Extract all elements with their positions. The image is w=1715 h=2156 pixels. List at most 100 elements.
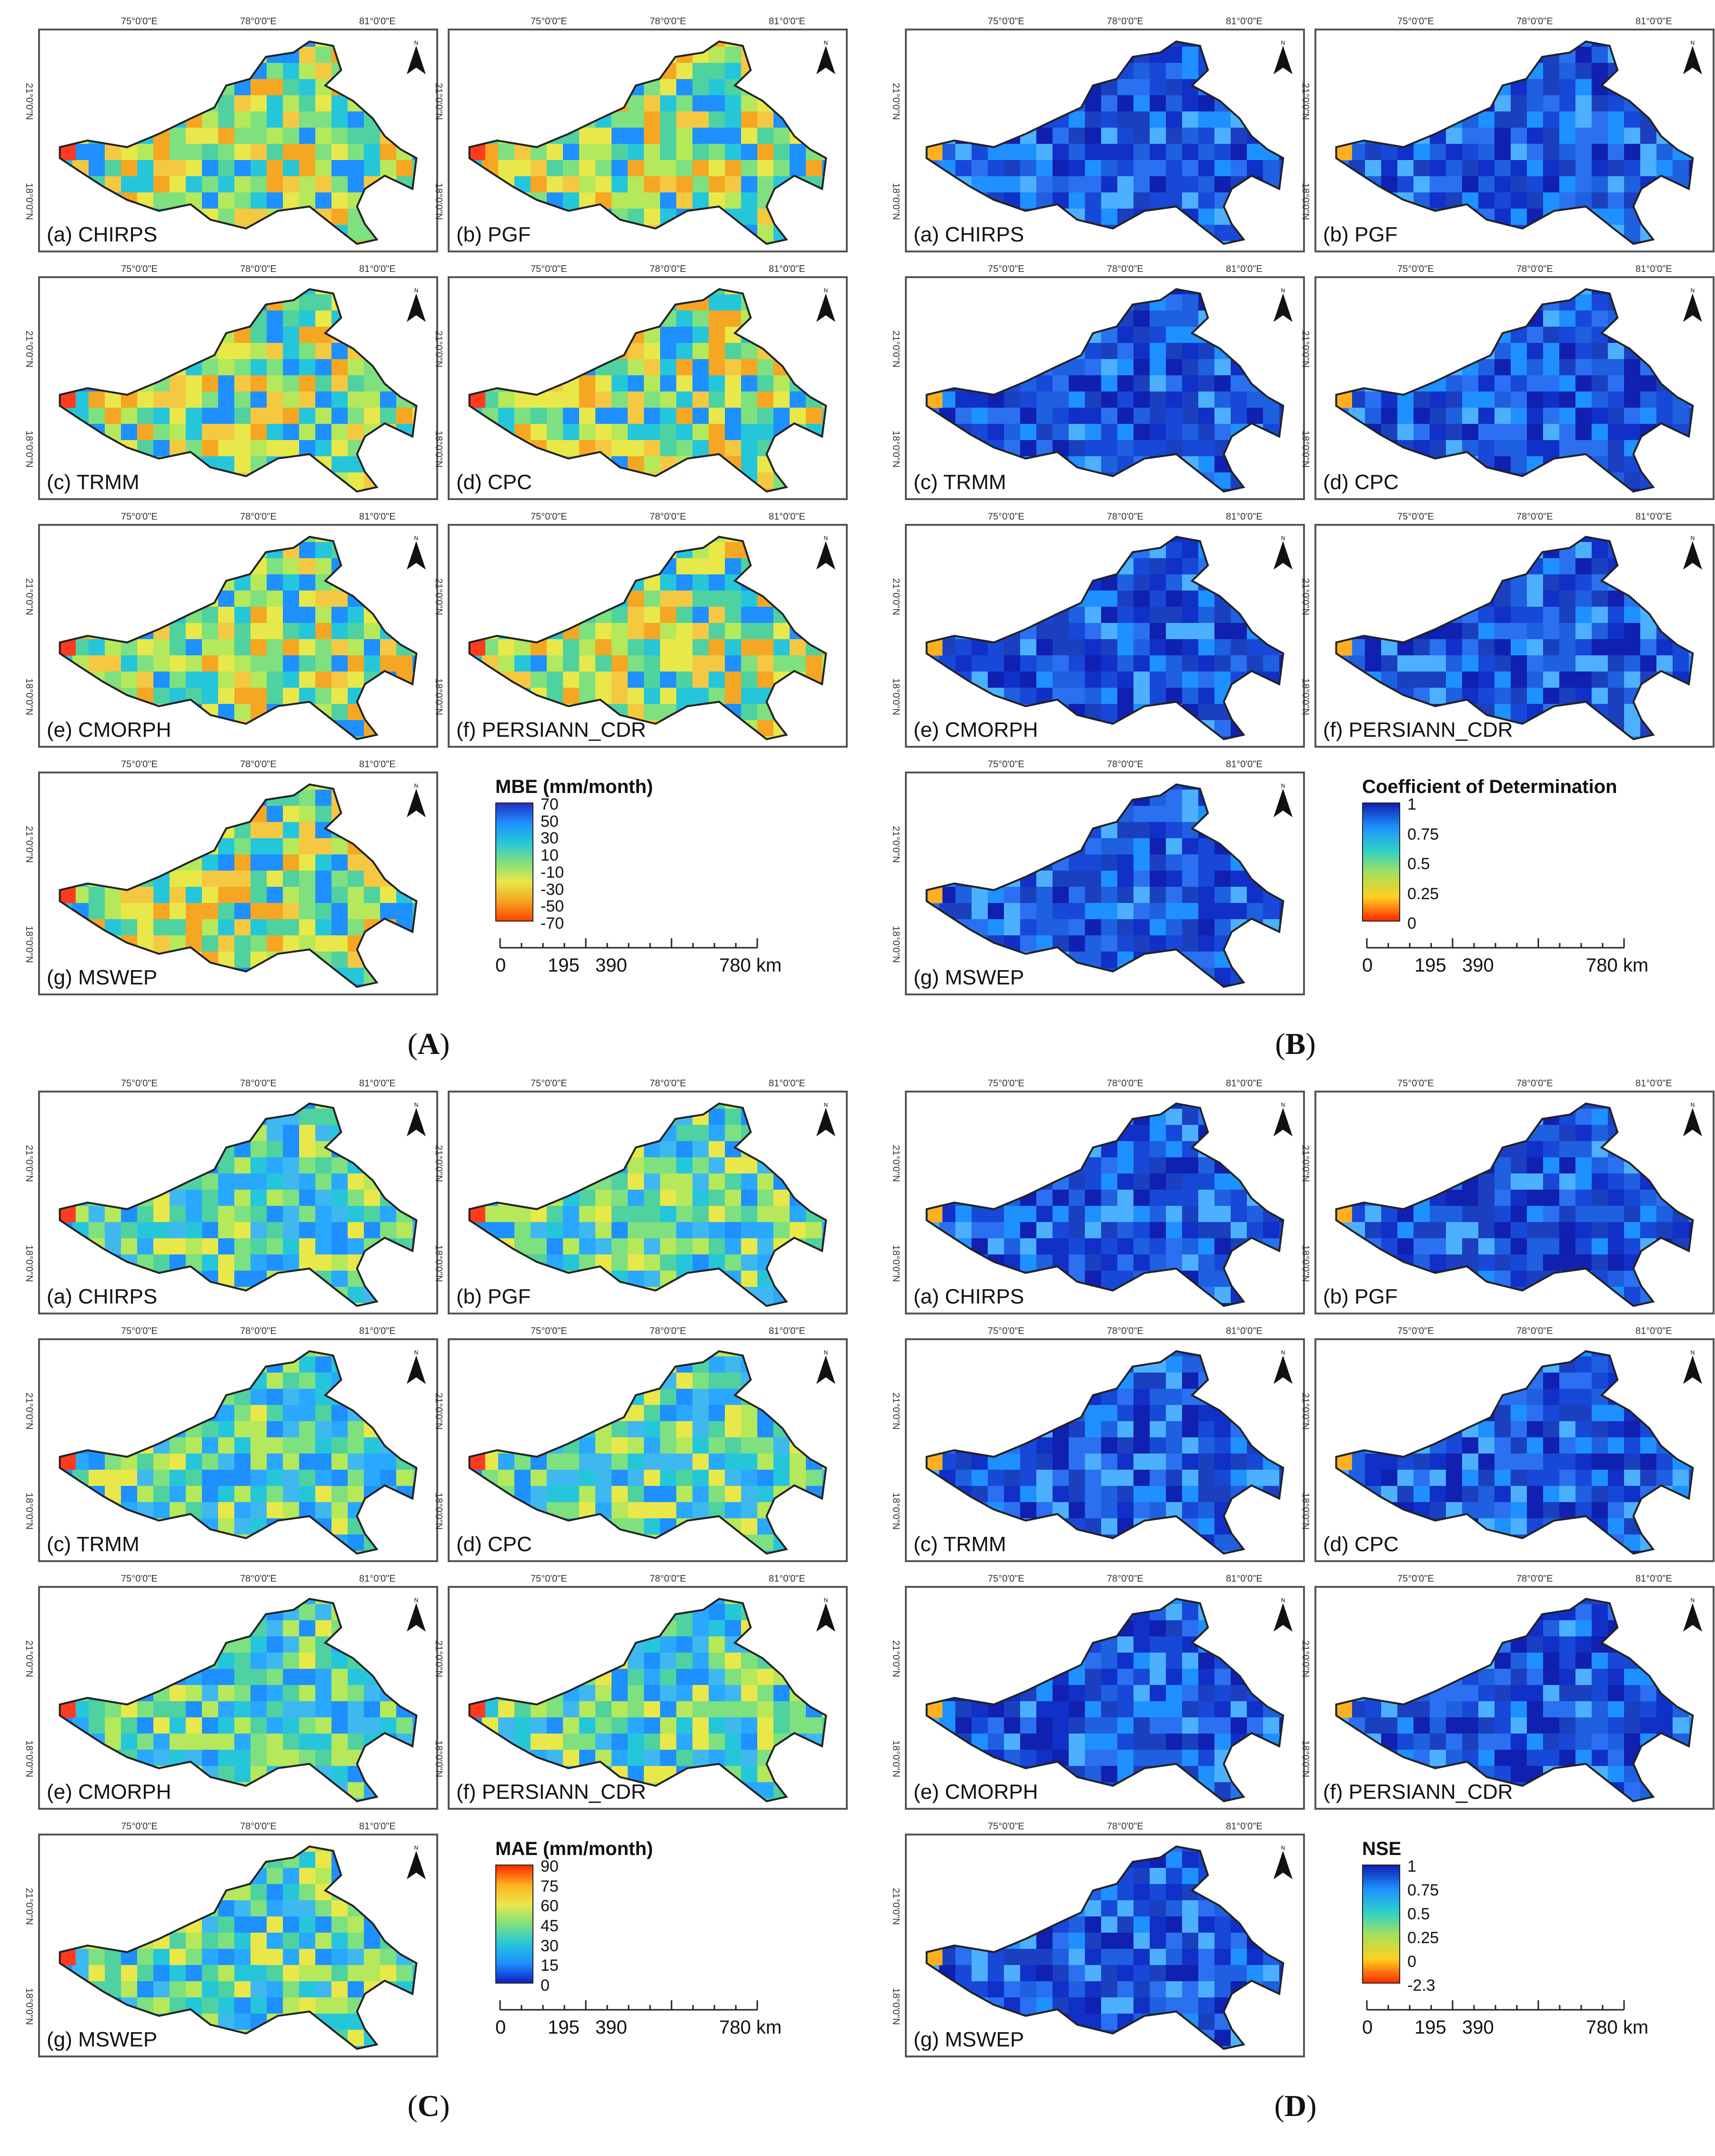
- lon-tick-label: 81°0'0"E: [1635, 1326, 1672, 1336]
- map-title: (g) MSWEP: [47, 2028, 158, 2051]
- north-letter: N: [1281, 535, 1285, 542]
- basin-map: [59, 535, 418, 741]
- lon-tick-label: 81°0'0"E: [1635, 1574, 1672, 1584]
- basin-map: [59, 1845, 418, 2050]
- north-arrow-icon: N: [1274, 1845, 1293, 1879]
- map-frame: 75°0'0"E 78°0'0"E 81°0'0"E 21°0'0"N 18°0'0"N…: [1300, 511, 1715, 748]
- north-letter: N: [1691, 40, 1695, 46]
- lat-tick-label: 18°0'0"N: [891, 183, 901, 220]
- north-arrow-icon: N: [1274, 1102, 1293, 1136]
- lon-tick-label: 75°0'0"E: [531, 1078, 567, 1089]
- map-frame: 75°0'0"E 78°0'0"E 81°0'0"E 21°0'0"N 18°0'0"N…: [891, 1574, 1305, 1810]
- lon-tick-label: 78°0'0"E: [1516, 1326, 1553, 1336]
- map-frame: 75°0'0"E 78°0'0"E 81°0'0"E 21°0'0"N 18°0'0"N…: [24, 511, 438, 748]
- lat-tick-label: 21°0'0"N: [24, 1888, 34, 1925]
- map-title: (g) MSWEP: [913, 2028, 1024, 2051]
- lon-tick-label: 75°0'0"E: [121, 511, 158, 522]
- map-title: (c) TRMM: [47, 471, 140, 494]
- basin-map: [468, 535, 827, 741]
- lat-tick-label: 21°0'0"N: [24, 331, 34, 368]
- lon-tick-label: 81°0'0"E: [1635, 1078, 1672, 1089]
- basin-map: [1335, 535, 1694, 741]
- lon-tick-label: 78°0'0"E: [650, 1326, 686, 1336]
- lon-tick-label: 81°0'0"E: [1226, 16, 1263, 27]
- lat-tick-label: 18°0'0"N: [891, 678, 901, 715]
- north-letter: N: [824, 535, 828, 542]
- map-frame: 75°0'0"E 78°0'0"E 81°0'0"E 21°0'0"N 18°0'0"N…: [891, 1078, 1305, 1314]
- scale-label: 0: [1362, 2017, 1373, 2038]
- lon-tick-label: 81°0'0"E: [1226, 1326, 1263, 1336]
- north-letter: N: [824, 1350, 828, 1356]
- north-letter: N: [1281, 783, 1285, 789]
- map-title: (c) TRMM: [47, 1533, 140, 1556]
- lon-tick-label: 78°0'0"E: [650, 16, 686, 27]
- map-frame: 75°0'0"E 78°0'0"E 81°0'0"E 21°0'0"N 18°0'0"N…: [24, 1574, 438, 1810]
- map-frame: 75°0'0"E 78°0'0"E 81°0'0"E 21°0'0"N 18°0'0"N…: [433, 1326, 848, 1562]
- basin-outline: [925, 1102, 1284, 1307]
- lon-tick-label: 75°0'0"E: [988, 16, 1024, 27]
- basin-outline: [59, 288, 418, 493]
- map-title: (e) CMORPH: [913, 1780, 1038, 1804]
- legend: NSE 1 0.75 0.5 0.25 0 -2.3 0 195 390 780 km: [1362, 1838, 1715, 2043]
- north-arrow-icon: N: [1683, 288, 1702, 322]
- north-letter: N: [414, 783, 419, 789]
- lon-tick-label: 78°0'0"E: [650, 264, 686, 274]
- north-arrow-icon: N: [1683, 1350, 1702, 1384]
- lat-tick-label: 21°0'0"N: [433, 331, 444, 368]
- lat-tick-label: 18°0'0"N: [1300, 431, 1311, 468]
- lat-tick-label: 21°0'0"N: [24, 826, 34, 863]
- north-arrow-icon: N: [816, 1102, 835, 1136]
- scale-bar: [499, 2000, 758, 2011]
- lon-tick-label: 81°0'0"E: [1635, 16, 1672, 27]
- lon-tick-label: 78°0'0"E: [1516, 264, 1553, 274]
- lon-tick-label: 81°0'0"E: [359, 1821, 396, 1832]
- north-arrow-icon: N: [1683, 535, 1702, 570]
- lon-tick-label: 78°0'0"E: [650, 511, 686, 522]
- map-title: (a) CHIRPS: [47, 1285, 158, 1308]
- basin-map: [59, 288, 418, 493]
- north-arrow-icon: N: [1274, 40, 1293, 74]
- north-arrow-icon: N: [407, 1102, 426, 1136]
- north-arrow-icon: N: [816, 288, 835, 322]
- lat-tick-label: 18°0'0"N: [433, 431, 444, 468]
- lat-tick-label: 21°0'0"N: [1300, 1640, 1311, 1677]
- basin-map: [59, 1597, 418, 1803]
- map-title: (b) PGF: [1323, 223, 1398, 246]
- lat-tick-label: 18°0'0"N: [24, 1740, 34, 1777]
- north-arrow-icon: N: [1274, 1350, 1293, 1384]
- lon-tick-label: 78°0'0"E: [1516, 1574, 1553, 1584]
- scale-label: 390: [1462, 955, 1494, 976]
- lon-tick-label: 75°0'0"E: [1397, 16, 1434, 27]
- lon-tick-label: 78°0'0"E: [1516, 511, 1553, 522]
- north-letter: N: [414, 535, 419, 542]
- legend-tick-label: -30: [541, 880, 564, 899]
- lon-tick-label: 81°0'0"E: [769, 511, 805, 522]
- lat-tick-label: 18°0'0"N: [24, 1988, 34, 2025]
- scale-label: 0: [1362, 955, 1373, 976]
- map-title: (d) CPC: [456, 471, 532, 494]
- lon-tick-label: 75°0'0"E: [121, 1574, 158, 1584]
- lon-tick-label: 78°0'0"E: [240, 264, 277, 274]
- legend-tick-label: 50: [541, 812, 559, 831]
- north-letter: N: [1281, 1102, 1285, 1108]
- lon-tick-label: 81°0'0"E: [1226, 264, 1263, 274]
- lon-tick-label: 78°0'0"E: [650, 1574, 686, 1584]
- north-arrow-icon: N: [407, 288, 426, 322]
- lon-tick-label: 75°0'0"E: [121, 1821, 158, 1832]
- basin-outline: [925, 783, 1284, 988]
- north-arrow-icon: N: [816, 40, 835, 74]
- lon-tick-label: 75°0'0"E: [121, 264, 158, 274]
- map-frame: 75°0'0"E 78°0'0"E 81°0'0"E 21°0'0"N 18°0'0"N…: [433, 264, 848, 500]
- basin-outline: [59, 1597, 418, 1803]
- lon-tick-label: 81°0'0"E: [1226, 1821, 1263, 1832]
- north-arrow-icon: N: [1683, 1102, 1702, 1136]
- north-arrow-icon: N: [407, 535, 426, 570]
- legend-tick-label: 90: [541, 1857, 559, 1875]
- legend-tick-label: 1: [1407, 795, 1416, 813]
- lon-tick-label: 81°0'0"E: [359, 511, 396, 522]
- north-letter: N: [1281, 1597, 1285, 1604]
- scale-bar: [1366, 2000, 1625, 2011]
- legend-color-bar: [1362, 802, 1400, 922]
- lon-tick-label: 78°0'0"E: [1516, 16, 1553, 27]
- lat-tick-label: 21°0'0"N: [891, 1145, 901, 1182]
